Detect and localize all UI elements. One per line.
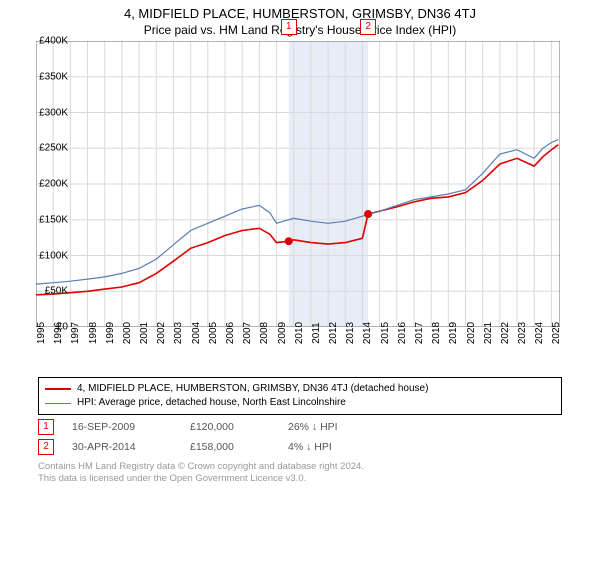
x-axis-label: 2015 [380,322,391,344]
chart-svg [36,41,560,327]
x-axis-label: 2001 [139,322,150,344]
page-subtitle: Price paid vs. HM Land Registry's House … [0,23,600,37]
sale-marker: 2 [360,19,376,35]
x-axis-label: 2011 [311,322,322,344]
legend: 4, MIDFIELD PLACE, HUMBERSTON, GRIMSBY, … [38,377,562,415]
x-axis-label: 2009 [277,322,288,344]
sale-row: 2 30-APR-2014 £158,000 4% ↓ HPI [38,439,562,455]
x-axis-label: 1996 [53,322,64,344]
x-axis-label: 2017 [414,322,425,344]
sale-date: 16-SEP-2009 [72,421,172,433]
x-axis-label: 2021 [483,322,494,344]
x-axis-label: 2010 [294,322,305,344]
legend-label: 4, MIDFIELD PLACE, HUMBERSTON, GRIMSBY, … [77,382,428,396]
y-axis-label: £100K [32,250,68,261]
x-axis-label: 2020 [466,322,477,344]
y-axis-label: £400K [32,36,68,47]
y-axis-label: £200K [32,179,68,190]
x-axis-label: 2012 [328,322,339,344]
x-axis-label: 2023 [517,322,528,344]
x-axis-label: 2025 [551,322,562,344]
x-axis-label: 2018 [431,322,442,344]
footer-line: This data is licensed under the Open Gov… [38,473,562,485]
page-title: 4, MIDFIELD PLACE, HUMBERSTON, GRIMSBY, … [0,6,600,21]
x-axis-label: 2000 [122,322,133,344]
sale-price: £120,000 [190,421,270,433]
x-axis-label: 1999 [105,322,116,344]
x-axis-label: 2005 [208,322,219,344]
legend-item-hpi: HPI: Average price, detached house, Nort… [45,396,555,410]
x-axis-label: 2016 [397,322,408,344]
x-axis-label: 2007 [242,322,253,344]
sale-marker: 1 [281,19,297,35]
x-axis-label: 2014 [362,322,373,344]
x-axis-label: 1997 [70,322,81,344]
legend-label: HPI: Average price, detached house, Nort… [77,396,346,410]
sale-delta: 4% ↓ HPI [288,441,408,453]
chart: £0£50K£100K£150K£200K£250K£300K£350K£400… [36,41,596,371]
sales-table: 1 16-SEP-2009 £120,000 26% ↓ HPI 2 30-APR-201… [38,419,562,455]
x-axis-label: 1998 [88,322,99,344]
x-axis-label: 2003 [173,322,184,344]
x-axis-label: 2013 [345,322,356,344]
footer-line: Contains HM Land Registry data © Crown c… [38,461,562,473]
y-axis-label: £300K [32,107,68,118]
sale-row: 1 16-SEP-2009 £120,000 26% ↓ HPI [38,419,562,435]
y-axis-label: £350K [32,71,68,82]
x-axis-label: 2002 [156,322,167,344]
x-axis-label: 2022 [500,322,511,344]
legend-swatch [45,403,71,404]
sale-date: 30-APR-2014 [72,441,172,453]
sale-marker-icon: 2 [38,439,54,455]
legend-item-property: 4, MIDFIELD PLACE, HUMBERSTON, GRIMSBY, … [45,382,555,396]
x-axis-label: 2008 [259,322,270,344]
sale-price: £158,000 [190,441,270,453]
sale-delta: 26% ↓ HPI [288,421,408,433]
x-axis-label: 2019 [448,322,459,344]
x-axis-label: 1995 [36,322,47,344]
footer: Contains HM Land Registry data © Crown c… [38,461,562,486]
sale-marker-icon: 1 [38,419,54,435]
y-axis-label: £50K [32,286,68,297]
x-axis-label: 2024 [534,322,545,344]
x-axis-label: 2006 [225,322,236,344]
legend-swatch [45,388,71,390]
y-axis-label: £250K [32,143,68,154]
y-axis-label: £150K [32,214,68,225]
x-axis-label: 2004 [191,322,202,344]
